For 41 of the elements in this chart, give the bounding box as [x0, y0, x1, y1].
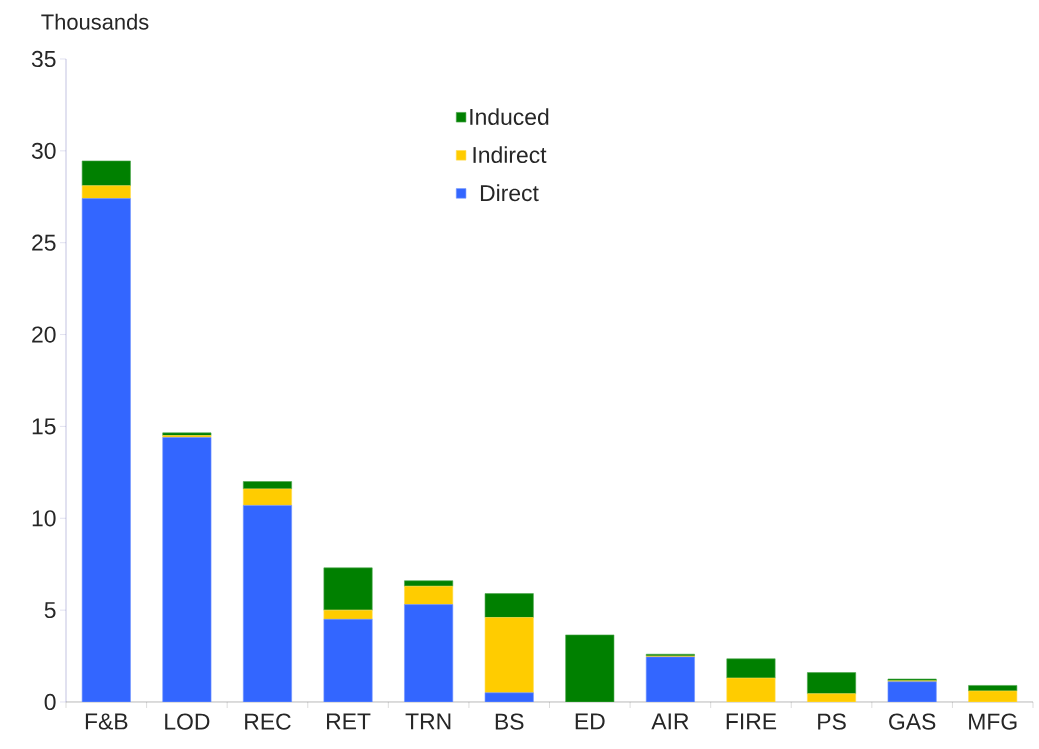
bar [323, 567, 373, 611]
y-tick-label: 0 [44, 693, 56, 711]
y-tick-label: 30 [31, 142, 56, 159]
legend-label: Indirect [473, 146, 547, 164]
y-axis-title: Thousands [41, 13, 149, 30]
x-tick-label: FIRE [726, 713, 777, 730]
x-tick-label: LOD [165, 713, 210, 730]
bar [645, 656, 695, 702]
y-tick-label: 5 [44, 602, 56, 619]
bar [565, 634, 615, 702]
x-tick-label: BS [495, 713, 524, 730]
x-tick-label: TRN [405, 713, 451, 730]
bar [726, 677, 776, 702]
bar [404, 585, 454, 605]
y-tick-label: 35 [31, 50, 56, 68]
bar [162, 437, 212, 702]
bar [726, 658, 776, 679]
x-tick-label: AIR [651, 713, 689, 730]
bar [404, 604, 454, 702]
x-tick-label: F&B [85, 713, 128, 730]
x-tick-label: PS [818, 713, 846, 730]
legend-label: Induced [470, 108, 549, 126]
bar [484, 617, 534, 694]
legend-label: Direct [480, 184, 539, 202]
bar [242, 505, 292, 702]
x-tick-label: REC [245, 713, 291, 730]
bar [81, 160, 131, 187]
bar [887, 681, 937, 702]
x-tick-label: MFG [969, 713, 1017, 730]
bar [81, 198, 131, 702]
bar [484, 593, 534, 618]
y-tick-label: 10 [32, 510, 56, 527]
y-tick-label: 20 [32, 326, 56, 343]
x-tick-label: ED [575, 713, 605, 730]
x-tick-label: RET [327, 713, 371, 730]
bar [81, 185, 131, 199]
bar [323, 619, 373, 702]
y-tick-label: 15 [32, 418, 56, 435]
y-tick-label: 25 [32, 234, 56, 251]
x-tick-label: GAS [889, 713, 936, 730]
bar [807, 672, 857, 695]
